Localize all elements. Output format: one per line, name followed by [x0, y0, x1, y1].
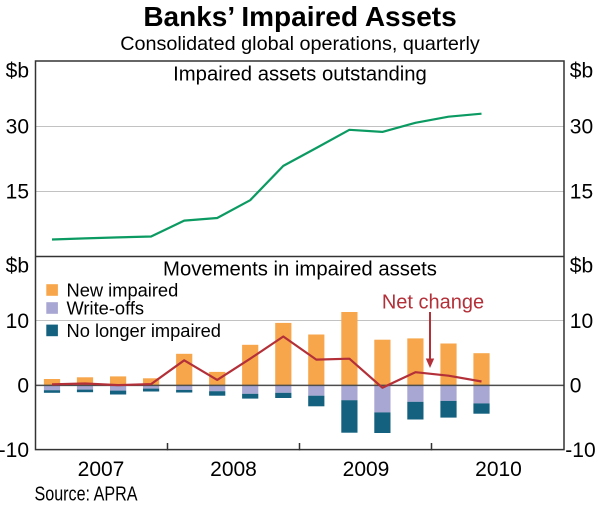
- svg-text:10: 10: [6, 310, 29, 333]
- svg-text:0: 0: [17, 375, 29, 398]
- svg-text:$b: $b: [6, 60, 29, 83]
- svg-text:2008: 2008: [210, 458, 257, 481]
- svg-text:15: 15: [570, 181, 593, 204]
- svg-text:Source: APRA: Source: APRA: [35, 484, 139, 505]
- svg-text:Consolidated global operations: Consolidated global operations, quarterl…: [120, 33, 480, 55]
- svg-text:Net change: Net change: [382, 292, 484, 314]
- svg-text:New impaired: New impaired: [67, 279, 179, 300]
- svg-text:$b: $b: [570, 255, 593, 278]
- svg-text:Banks’ Impaired Assets: Banks’ Impaired Assets: [143, 1, 456, 32]
- svg-text:30: 30: [570, 115, 593, 138]
- svg-text:30: 30: [6, 115, 29, 138]
- svg-text:2009: 2009: [343, 458, 390, 481]
- svg-text:10: 10: [570, 310, 593, 333]
- svg-text:Impaired assets outstanding: Impaired assets outstanding: [173, 64, 427, 86]
- svg-text:$b: $b: [570, 60, 593, 83]
- svg-text:2010: 2010: [475, 458, 522, 481]
- svg-text:Movements in impaired assets: Movements in impaired assets: [163, 259, 437, 281]
- svg-text:Write-offs: Write-offs: [67, 297, 145, 318]
- svg-text:No longer impaired: No longer impaired: [67, 320, 221, 341]
- svg-text:-10: -10: [0, 439, 29, 462]
- svg-text:-10: -10: [565, 439, 595, 462]
- svg-text:0: 0: [570, 375, 582, 398]
- svg-text:$b: $b: [6, 255, 29, 278]
- svg-text:2007: 2007: [78, 458, 125, 481]
- svg-text:15: 15: [6, 181, 29, 204]
